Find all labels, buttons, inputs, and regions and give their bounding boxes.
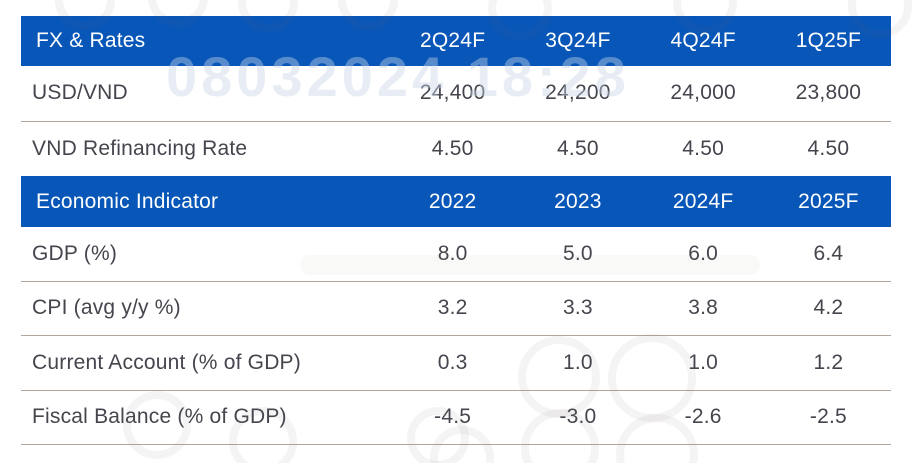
row-label: VND Refinancing Rate — [32, 136, 248, 160]
row-label: Current Account (% of GDP) — [32, 350, 301, 374]
cell-value: 6.0 — [688, 241, 719, 265]
table-row-cpi: CPI (avg y/y %) 3.2 3.3 3.8 4.2 — [21, 282, 891, 336]
econ-col-2023: 2023 — [554, 189, 602, 213]
cell-value: 4.2 — [813, 296, 844, 320]
cell-value: -3.0 — [559, 405, 597, 429]
fx-rates-header-title: FX & Rates — [36, 29, 146, 52]
table-row-usd-vnd: USD/VND 24,400 24,200 24,000 23,800 — [21, 66, 891, 122]
econ-col-2022: 2022 — [428, 189, 477, 213]
cell-value: 4.50 — [807, 136, 850, 160]
table-row-fiscal-balance: Fiscal Balance (% of GDP) -4.5 -3.0 -2.6… — [21, 391, 891, 445]
cell-value: 24,200 — [545, 81, 611, 105]
cell-value: 4.50 — [557, 136, 599, 160]
fx-col-4q24f: 4Q24F — [670, 29, 736, 52]
cell-value: 6.4 — [813, 241, 844, 265]
cell-value: -2.6 — [684, 405, 722, 429]
cell-value: 4.50 — [431, 136, 474, 160]
cell-value: 1.2 — [813, 350, 844, 374]
fx-col-2q24f: 2Q24F — [420, 29, 486, 52]
fx-rates-table: FX & Rates 2Q24F 3Q24F 4Q24F 1Q25F USD/V… — [21, 16, 891, 176]
cell-value: 8.0 — [437, 241, 468, 265]
row-label: Fiscal Balance (% of GDP) — [32, 405, 287, 429]
table-row-vnd-refinancing-rate: VND Refinancing Rate 4.50 4.50 4.50 4.50 — [21, 122, 891, 177]
cell-value: 5.0 — [562, 241, 593, 265]
economic-indicator-header-row: Economic Indicator 2022 2023 2024F 2025F — [21, 176, 891, 227]
fx-col-3q24f: 3Q24F — [545, 29, 611, 52]
cell-value: -2.5 — [809, 405, 847, 429]
economic-indicator-header-title: Economic Indicator — [36, 189, 219, 213]
table-row-current-account: Current Account (% of GDP) 0.3 1.0 1.0 1… — [21, 336, 891, 391]
cell-value: 1.0 — [562, 350, 593, 374]
econ-col-2024f: 2024F — [672, 189, 734, 213]
cell-value: 24,000 — [670, 81, 736, 105]
economic-indicator-table: Economic Indicator 2022 2023 2024F 2025F… — [21, 176, 891, 445]
fx-rates-header-row: FX & Rates 2Q24F 3Q24F 4Q24F 1Q25F — [21, 16, 891, 66]
cell-value: 24,400 — [419, 81, 486, 105]
table-row-gdp: GDP (%) 8.0 5.0 6.0 6.4 — [21, 227, 891, 282]
cell-value: 0.3 — [437, 350, 468, 374]
cell-value: 23,800 — [795, 81, 862, 105]
row-label: CPI (avg y/y %) — [32, 296, 181, 320]
row-label: GDP (%) — [32, 241, 118, 265]
cell-value: 4.50 — [682, 136, 724, 160]
forecast-tables: FX & Rates 2Q24F 3Q24F 4Q24F 1Q25F USD/V… — [21, 16, 891, 445]
cell-value: 1.0 — [688, 350, 719, 374]
fx-col-1q25f: 1Q25F — [795, 29, 861, 52]
econ-col-2025f: 2025F — [798, 189, 859, 213]
cell-value: 3.3 — [562, 296, 593, 320]
cell-value: 3.2 — [437, 296, 468, 320]
cell-value: 3.8 — [688, 296, 719, 320]
cell-value: -4.5 — [434, 405, 472, 429]
row-label: USD/VND — [32, 81, 128, 105]
